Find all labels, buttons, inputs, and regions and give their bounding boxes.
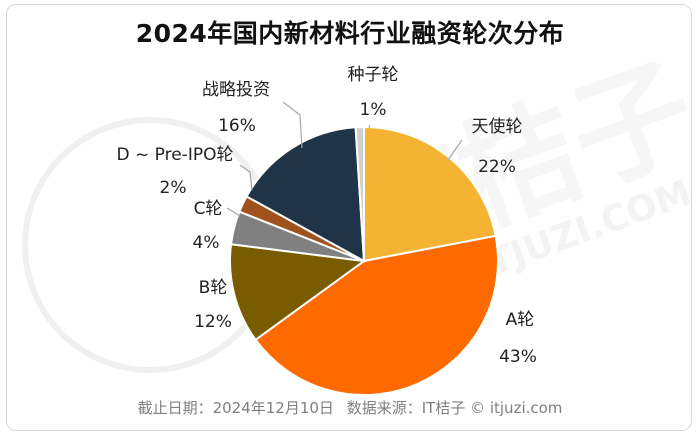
- pie-slice: [354, 125, 365, 262]
- footer-date: 截止日期：2024年12月10日: [137, 399, 334, 417]
- footer-source: 数据来源：IT桔子 © itjuzi.com: [346, 399, 563, 417]
- leader-line: [447, 139, 463, 161]
- leader-line: [239, 164, 253, 191]
- slice-label: C轮: [194, 199, 223, 219]
- slice-value-label: 12%: [194, 312, 232, 332]
- leader-line: [226, 207, 241, 217]
- slice-value-label: 4%: [193, 233, 220, 253]
- leader-line: [368, 124, 371, 129]
- slice-label: 天使轮: [472, 116, 523, 137]
- pie-slice: [254, 234, 499, 396]
- chart-title: 2024年国内新材料行业融资轮次分布: [135, 19, 565, 48]
- pie-slice: [229, 243, 367, 342]
- slice-label: 战略投资: [202, 80, 270, 100]
- slice-label: A轮: [506, 310, 535, 330]
- slice-label: 种子轮: [348, 65, 399, 85]
- slice-value-label: 2%: [160, 178, 187, 198]
- slice-value-label: 43%: [499, 347, 537, 367]
- slice-value-label: 1%: [360, 100, 387, 120]
- slice-label: B轮: [199, 278, 228, 298]
- chart-footer: 截止日期：2024年12月10日 数据来源：IT桔子 © itjuzi.com: [0, 397, 700, 418]
- slice-value-label: 22%: [478, 157, 516, 177]
- slice-value-label: 16%: [218, 116, 256, 136]
- leader-line: [282, 101, 303, 149]
- slice-label: D ~ Pre-IPO轮: [117, 145, 234, 165]
